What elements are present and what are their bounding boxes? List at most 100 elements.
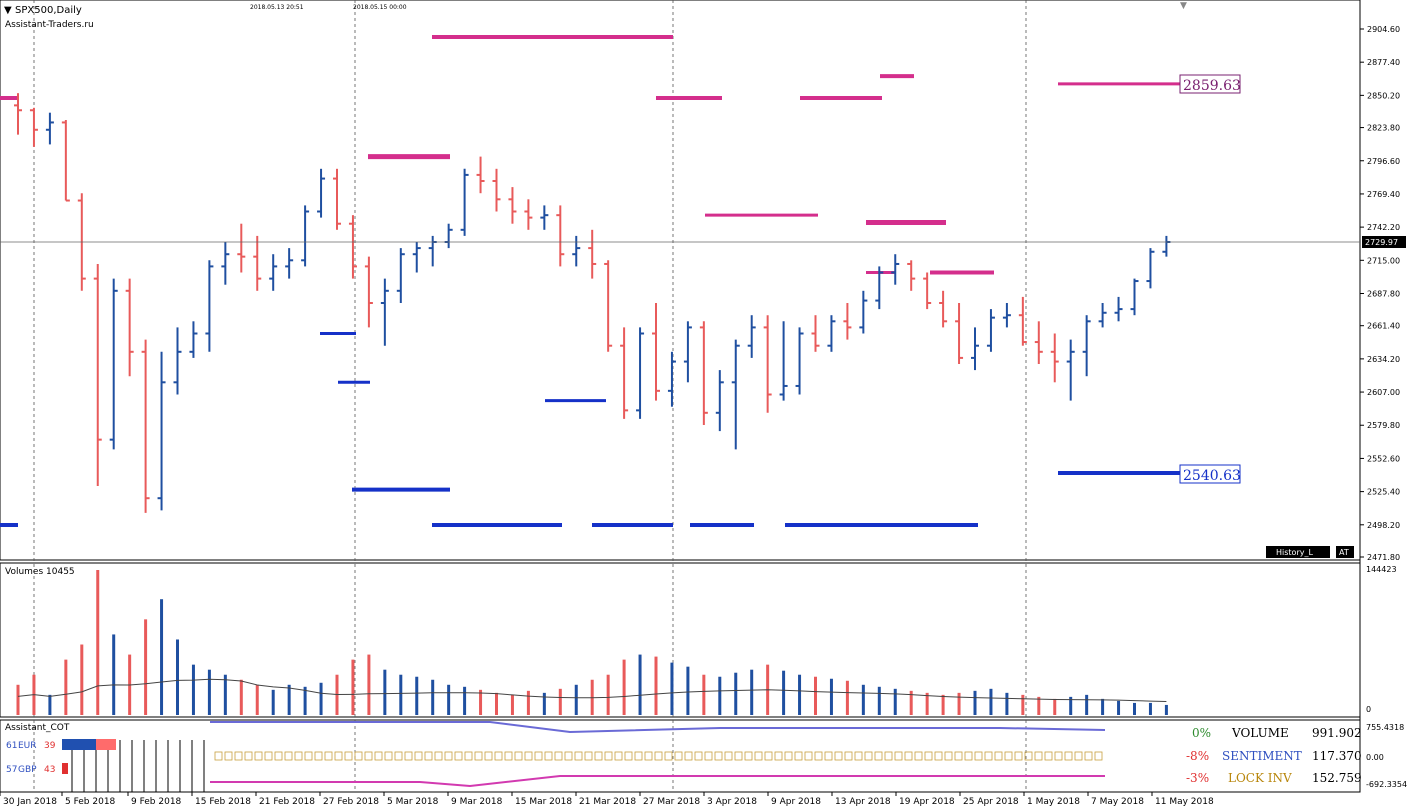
volume-bar[interactable] — [1164, 704, 1168, 715]
volume-bar[interactable] — [925, 692, 929, 715]
price-bar[interactable] — [540, 205, 549, 230]
volume-bar[interactable] — [207, 669, 211, 715]
price-bar[interactable] — [253, 235, 262, 291]
price-bar[interactable] — [301, 205, 310, 267]
price-bar[interactable] — [699, 321, 708, 425]
price-bar[interactable] — [572, 235, 581, 267]
main-price-pane[interactable] — [0, 0, 1361, 561]
volume-bar[interactable] — [734, 672, 738, 715]
price-bar[interactable] — [667, 351, 676, 407]
price-bar[interactable] — [380, 278, 389, 346]
volume-bar[interactable] — [223, 674, 227, 715]
volume-bar[interactable] — [542, 692, 546, 715]
price-bar[interactable] — [747, 315, 756, 358]
price-bar[interactable] — [14, 93, 22, 135]
price-bar[interactable] — [396, 248, 405, 304]
price-bar[interactable] — [1130, 278, 1139, 316]
volume-bar[interactable] — [526, 690, 530, 715]
volume-bar[interactable] — [287, 684, 291, 715]
volume-bar[interactable] — [654, 656, 658, 715]
volume-bar[interactable] — [48, 694, 52, 715]
price-bar[interactable] — [61, 120, 70, 202]
volume-bar[interactable] — [1005, 692, 1009, 715]
volume-bar[interactable] — [1085, 694, 1089, 715]
volume-bar[interactable] — [1021, 694, 1025, 715]
volume-bar[interactable] — [510, 694, 514, 715]
volume-bar[interactable] — [367, 654, 371, 715]
volume-bar[interactable] — [1117, 700, 1121, 715]
level-high-box[interactable] — [1179, 74, 1241, 94]
scroll-marker-icon[interactable]: ▼ — [1180, 1, 1187, 11]
price-bar[interactable] — [412, 242, 421, 273]
volume-bar[interactable] — [686, 666, 690, 715]
volume-bar[interactable] — [463, 686, 467, 715]
price-bar[interactable] — [763, 315, 772, 413]
price-bar[interactable] — [1034, 321, 1043, 365]
price-bar[interactable] — [939, 290, 948, 328]
volume-bar[interactable] — [893, 688, 897, 715]
volume-bar[interactable] — [798, 674, 802, 715]
price-bar[interactable] — [1098, 303, 1107, 328]
price-bar[interactable] — [348, 215, 357, 279]
volume-bar[interactable] — [718, 676, 722, 715]
price-bar[interactable] — [891, 254, 900, 285]
price-bar[interactable] — [556, 205, 565, 267]
cot-pane[interactable] — [0, 719, 1361, 793]
volume-bar[interactable] — [431, 679, 435, 715]
volume-bar[interactable] — [957, 692, 961, 715]
volume-bar[interactable] — [351, 659, 355, 715]
volume-bar[interactable] — [1148, 702, 1152, 715]
price-bar[interactable] — [731, 339, 740, 450]
volume-bar[interactable] — [1053, 698, 1057, 715]
volume-bar[interactable] — [845, 680, 849, 715]
price-bar[interactable] — [173, 327, 182, 395]
volume-bar[interactable] — [112, 634, 116, 715]
volume-bar[interactable] — [96, 570, 100, 715]
price-bar[interactable] — [1050, 333, 1059, 383]
history-button[interactable] — [1266, 546, 1330, 558]
volume-bar[interactable] — [447, 684, 451, 715]
volume-bar[interactable] — [176, 639, 179, 715]
volume-bar[interactable] — [495, 692, 498, 715]
volume-bar[interactable] — [415, 676, 419, 715]
price-bar[interactable] — [986, 309, 995, 352]
volume-bar[interactable] — [271, 689, 275, 715]
price-bar[interactable] — [189, 321, 198, 358]
volume-bar[interactable] — [622, 659, 626, 715]
price-bar[interactable] — [492, 168, 501, 212]
price-bar[interactable] — [795, 327, 804, 395]
volume-bar[interactable] — [16, 684, 20, 715]
price-bar[interactable] — [476, 156, 485, 194]
price-bar[interactable] — [827, 315, 836, 352]
price-bar[interactable] — [29, 107, 38, 147]
price-bar[interactable] — [317, 168, 326, 218]
price-bar[interactable] — [620, 327, 629, 419]
volume-bar[interactable] — [941, 694, 945, 715]
price-bar[interactable] — [93, 263, 102, 486]
price-bar[interactable] — [604, 260, 613, 352]
volume-bar[interactable] — [191, 664, 195, 715]
price-bar[interactable] — [715, 370, 724, 432]
volume-bar[interactable] — [479, 689, 483, 715]
price-bar[interactable] — [269, 254, 278, 291]
price-bar[interactable] — [779, 321, 788, 401]
price-bar[interactable] — [843, 303, 852, 340]
volume-bar[interactable] — [574, 684, 578, 715]
volume-bar[interactable] — [1069, 696, 1073, 715]
price-bar[interactable] — [333, 168, 341, 230]
price-bar[interactable] — [1082, 315, 1091, 377]
volume-bar[interactable] — [909, 690, 913, 715]
volume-pane[interactable] — [0, 562, 1361, 718]
price-bar[interactable] — [1018, 296, 1027, 346]
price-bar[interactable] — [636, 327, 645, 419]
volume-bar[interactable] — [638, 654, 642, 715]
price-bar[interactable] — [508, 187, 517, 224]
price-bar[interactable] — [157, 351, 166, 511]
price-bar[interactable] — [859, 290, 868, 334]
price-bar[interactable] — [125, 278, 134, 377]
price-bar[interactable] — [652, 303, 660, 401]
volume-bar[interactable] — [606, 674, 610, 715]
volume-bar[interactable] — [750, 669, 754, 715]
